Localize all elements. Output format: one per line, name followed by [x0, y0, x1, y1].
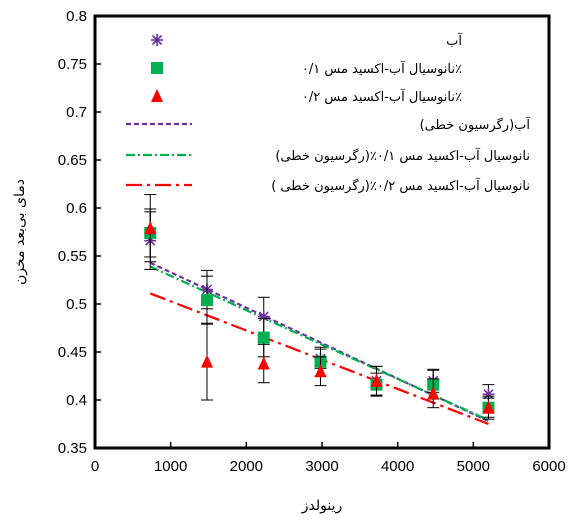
- data-point: [482, 400, 495, 414]
- x-axis-label: رینولدز: [301, 498, 343, 514]
- legend-marker: [151, 62, 163, 74]
- y-tick-label: 0.75: [58, 56, 87, 73]
- data-point: [257, 310, 270, 323]
- data-marks: [144, 194, 495, 426]
- legend-label: آب: [446, 32, 463, 49]
- legend-marker: [151, 89, 163, 102]
- y-tick-label: 0.6: [66, 200, 87, 217]
- y-tick-label: 0.7: [66, 104, 87, 121]
- y-tick-label: 0.65: [58, 152, 87, 169]
- legend-label: نانوسیال آب-اکسید مس ۰/۲٪(رگرسیون خطی ): [271, 177, 530, 194]
- data-point: [144, 221, 157, 235]
- y-tick-label: 0.5: [66, 296, 87, 313]
- legend-label: آب(رگرسیون خطی): [420, 116, 532, 133]
- data-point: [257, 356, 270, 370]
- x-tick-label: 1000: [154, 458, 187, 475]
- axis-ticks: 0.35 0.4 0.45 0.5 0.55 0.6 0.65 0.7 0.75 0.8 0 1000…: [58, 8, 566, 475]
- legend-label: نانوسیال آب-اکسید مس ۰/۱٪(رگرسیون خطی): [275, 147, 530, 164]
- y-tick-label: 0.55: [58, 248, 87, 265]
- plot-frame: [93, 14, 551, 450]
- data-point: [482, 388, 495, 401]
- data-point: [200, 294, 213, 307]
- data-point: [257, 331, 270, 344]
- legend-label: نانوسیال آب-اکسید مس ۰/۱٪: [302, 60, 462, 77]
- data-point: [370, 373, 383, 387]
- y-tick-label: 0.45: [58, 344, 87, 361]
- x-tick-label: 2000: [230, 458, 263, 475]
- x-tick-label: 5000: [457, 458, 490, 475]
- y-tick-label: 0.4: [66, 392, 87, 409]
- y-tick-label: 0.35: [58, 440, 87, 457]
- regression-line: [149, 261, 489, 423]
- legend: آب نانوسیال آب-اکسید مس ۰/۱٪ نانوسیال آب-ا…: [126, 32, 531, 194]
- y-axis-label: دمای بی‌بعد مخزن: [12, 179, 28, 285]
- x-tick-label: 6000: [532, 458, 565, 475]
- legend-marker: [151, 34, 163, 46]
- x-tick-label: 0: [91, 458, 99, 475]
- data-point: [427, 386, 440, 400]
- legend-label: نانوسیال آب-اکسید مس ۰/۲٪: [302, 88, 462, 105]
- x-tick-label: 4000: [381, 458, 414, 475]
- y-tick-label: 0.8: [66, 8, 87, 25]
- data-point: [200, 354, 213, 368]
- data-point: [314, 364, 327, 378]
- x-tick-label: 3000: [305, 458, 338, 475]
